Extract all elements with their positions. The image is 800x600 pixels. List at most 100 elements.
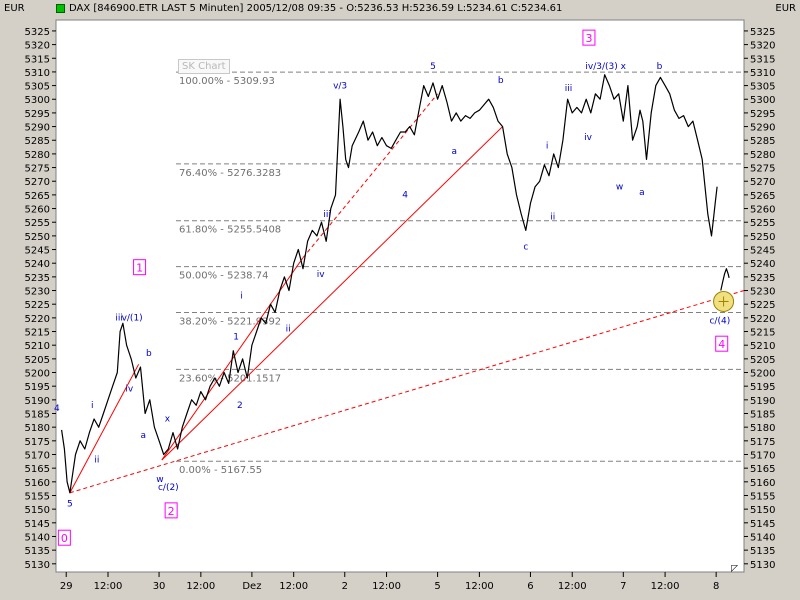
x-tick-label: 12:00 [186, 581, 215, 592]
wave-label: a [452, 147, 458, 157]
wave-label: iv/3/(3) x [585, 62, 626, 72]
y-tick-label: 5245 [750, 246, 775, 257]
y-tick-label: 5270 [750, 177, 775, 188]
y-tick-label: 5175 [750, 437, 775, 448]
fib-label: 76.40% - 5276.3283 [179, 168, 281, 179]
resize-grip-icon[interactable]: ◸ [731, 564, 738, 574]
y-tick-label: 5195 [750, 382, 775, 393]
y-tick-label: 5165 [750, 464, 775, 475]
y-tick-label: 5290 [25, 123, 50, 134]
y-tick-label: 5305 [25, 82, 50, 93]
price-line [61, 74, 718, 494]
fib-label: 23.60% - 5201.1517 [179, 373, 281, 384]
fib-label: 61.80% - 5255.5408 [179, 225, 281, 236]
price-line [720, 268, 730, 291]
y-tick-label: 5320 [25, 41, 50, 52]
wave-label: ii [550, 212, 555, 222]
wave-label: c/(4) [709, 316, 730, 326]
y-tick-label: 5190 [25, 396, 50, 407]
y-tick-label: 5175 [25, 437, 50, 448]
wave-label: 2 [237, 401, 243, 411]
y-tick-label: 5265 [25, 191, 50, 202]
x-axis: 29 12:00 30 12:00 Dez 12:00 2 12:00 5 12:00 6 12:00… [60, 572, 719, 592]
y-tick-label: 5180 [25, 423, 50, 434]
y-tick-label: 5220 [750, 314, 775, 325]
y-tick-label: 5245 [25, 246, 50, 257]
y-tick-label: 5145 [750, 519, 775, 530]
chart-title: DAX [846900.ETR LAST 5 Minuten] 2005/12/… [69, 3, 563, 14]
y-tick-label: 5155 [25, 491, 50, 502]
y-tick-label: 5285 [750, 136, 775, 147]
y-tick-label: 5170 [25, 450, 50, 461]
y-tick-label: 5200 [25, 369, 50, 380]
y-tick-label: 5280 [750, 150, 775, 161]
x-tick-label: Dez [242, 581, 261, 592]
y-tick-label: 5325 [750, 27, 775, 38]
x-tick-label: 30 [153, 581, 166, 592]
y-tick-label: 5215 [750, 328, 775, 339]
plot-area [55, 19, 745, 573]
y-tick-label: 5310 [25, 68, 50, 79]
y-tick-label: 5230 [750, 287, 775, 298]
y-tick-label: 5315 [25, 54, 50, 65]
wave-label: c [523, 243, 528, 253]
major-wave-box [164, 502, 178, 519]
y-tick-label: 5240 [25, 259, 50, 270]
y-tick-label: 5265 [750, 191, 775, 202]
y-tick-label: 5225 [25, 300, 50, 311]
status-square-icon [56, 3, 65, 13]
x-tick-label: 2 [342, 581, 348, 592]
y-tick-label: 5195 [25, 382, 50, 393]
y-tick-label: 5185 [25, 410, 50, 421]
wave-label: w [616, 182, 623, 192]
wave-label: iv [584, 133, 593, 143]
wave-label: i [546, 141, 549, 151]
watermark-label: SK Chart [178, 59, 230, 74]
wave-label: i [91, 401, 94, 411]
y-tick-label: 5235 [25, 273, 50, 284]
chart-header: DAX [846900.ETR LAST 5 Minuten] 2005/12/… [56, 3, 562, 17]
y-tick-label: 5135 [25, 546, 50, 557]
y-tick-label: 5215 [25, 328, 50, 339]
wave-label: w [156, 475, 163, 485]
y-tick-label: 5315 [750, 54, 775, 65]
wave-label: v/(1) [122, 314, 143, 324]
fib-label: 50.00% - 5238.74 [179, 271, 268, 282]
fib-levels: 100.00% - 5309.93 76.40% - 5276.3283 61.80… [176, 71, 744, 476]
x-tick-label: 12:00 [372, 581, 401, 592]
y-tick-label: 5305 [750, 82, 775, 93]
y-tick-label: 5250 [25, 232, 50, 243]
y-tick-label: 5270 [25, 177, 50, 188]
y-tick-label: 5230 [25, 287, 50, 298]
x-tick-label: 5 [434, 581, 440, 592]
price-series [61, 74, 735, 494]
y-tick-label: 5160 [750, 478, 775, 489]
wave-labels: 45iiiiiiv/(1)ivbaxwc/(2)i12iiiiiivv/354a… [54, 29, 730, 546]
y-tick-label: 5210 [750, 341, 775, 352]
wave-label: ii [94, 456, 99, 466]
currency-label-right: EUR [775, 3, 796, 14]
y-tick-label: 5250 [750, 232, 775, 243]
y-tick-label: 5290 [750, 123, 775, 134]
y-tick-label: 5280 [25, 150, 50, 161]
y-tick-label: 5170 [750, 450, 775, 461]
currency-label-left: EUR [4, 3, 25, 14]
y-tick-label: 5295 [25, 109, 50, 120]
y-tick-label: 5225 [750, 300, 775, 311]
trendline [302, 93, 438, 259]
trendline [69, 290, 745, 494]
wave-label: iii [115, 314, 123, 324]
y-tick-label: 5135 [750, 546, 775, 557]
wave-label: b [657, 62, 663, 72]
wave-label: iii [565, 84, 573, 94]
wave-label: a [639, 188, 645, 198]
y-tick-label: 5205 [750, 355, 775, 366]
wave-label: 1 [233, 333, 239, 343]
y-tick-label: 5150 [25, 505, 50, 516]
major-wave-box [133, 259, 147, 276]
y-tick-label: 5240 [750, 259, 775, 270]
y-tick-label: 5160 [25, 478, 50, 489]
